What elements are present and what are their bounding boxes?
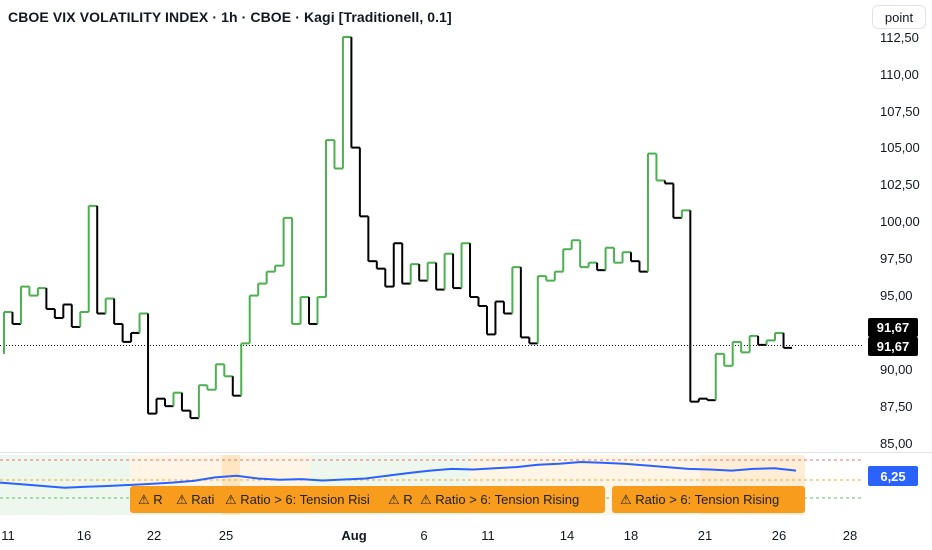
time-tick-label: 22 [147,528,161,543]
time-tick-label: 25 [219,528,233,543]
last-price-label: 91,67 [868,318,918,337]
price-tick-label: 107,50 [880,104,920,119]
plot-background [0,0,862,450]
price-tick-label: 90,00 [880,362,913,377]
time-tick-label: 6 [420,528,427,543]
alert-label[interactable]: ⚠ Rati [168,486,224,513]
time-tick-label: 18 [624,528,638,543]
time-tick-label: Aug [341,528,366,543]
price-tick-label: 100,00 [880,214,920,229]
chart-title: CBOE VIX VOLATILITY INDEX · 1h · CBOE · … [8,9,452,25]
time-tick-label: 28 [843,528,857,543]
time-tick-label: 26 [772,528,786,543]
price-tick-label: 112,50 [880,30,919,45]
alert-label[interactable]: ⚠ Ratio > 6: Tension Rising [412,486,605,513]
time-tick-label: 14 [560,528,574,543]
price-tick-label: 85,00 [880,436,913,451]
kagi-series [3,36,792,420]
price-tick-label: 87,50 [880,399,913,414]
alert-label[interactable]: ⚠ Ratio > 6: Tension Risi [217,486,385,513]
price-axis[interactable]: 112,50 110,00 107,50 105,00 102,50 100,0… [880,30,920,451]
price-plot-area[interactable] [0,0,862,450]
time-tick-label: 21 [698,528,712,543]
price-tick-label: 97,50 [880,251,913,266]
time-tick-label: 11 [481,528,495,543]
price-tick-label: 95,00 [880,288,913,303]
last-price-label: 91,67 [868,337,918,356]
price-tick-label: 105,00 [880,140,920,155]
time-tick-label: 11 [1,528,15,543]
time-axis[interactable]: 11 16 22 25 Aug 6 11 14 18 21 26 28 [1,528,857,543]
indicator-value-label: 6,25 [868,466,918,486]
price-tick-label: 102,50 [880,177,920,192]
indicator-ratio-line [0,460,797,489]
price-tick-label: 110,00 [880,67,919,82]
alert-label[interactable]: ⚠ Ratio > 6: Tension Rising [612,486,805,513]
time-tick-label: 16 [77,528,91,543]
unit-button[interactable]: point [872,5,926,29]
